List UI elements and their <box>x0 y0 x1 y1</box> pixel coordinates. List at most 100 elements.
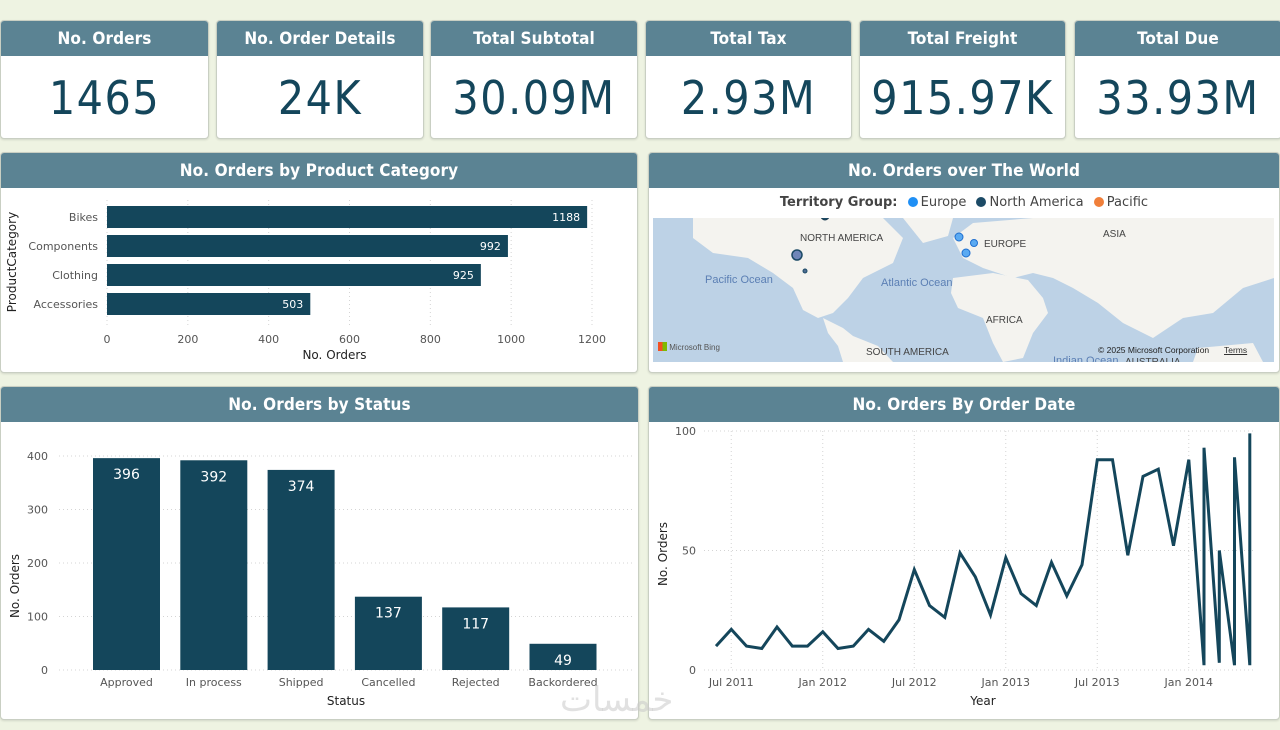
legend-dot-europe-icon <box>907 197 918 207</box>
bar-data-label: 503 <box>282 298 303 311</box>
kpi-value: 1465 <box>48 71 161 125</box>
status-title: No. Orders by Status <box>1 387 638 422</box>
legend-item-north-america[interactable]: North America <box>970 195 1084 210</box>
product-category-title: No. Orders by Product Category <box>1 153 637 188</box>
kpi-title: Total Due <box>1075 21 1280 56</box>
x-tick-label: Approved <box>100 676 153 689</box>
bar-data-label: 49 <box>554 653 572 669</box>
kpi-value: 2.93M <box>680 71 817 125</box>
map-label-africa: AFRICA <box>986 315 1023 326</box>
x-tick-label: Jan 2014 <box>1164 676 1213 689</box>
y-tick-label: 0 <box>41 664 48 677</box>
order-date-chart: 0 50 100 Jul 2011 Jan 2012 Jul 2012 Jan 2013 Ju… <box>656 425 1254 708</box>
kpi-title: Total Subtotal <box>431 21 637 56</box>
kpi-value: 33.93M <box>1096 71 1260 125</box>
map-label-asia: ASIA <box>1103 229 1126 240</box>
bar-data-label: 392 <box>200 469 227 485</box>
land-greenland <box>903 218 953 243</box>
bar-accessories[interactable] <box>107 293 311 315</box>
product-category-card: No. Orders by Product Category 0 200 400 60… <box>0 152 638 373</box>
bar-in-process[interactable] <box>180 460 248 670</box>
bar-data-label: 137 <box>375 606 402 622</box>
kpi-value: 30.09M <box>452 71 616 125</box>
y-tick-label: Clothing <box>52 269 98 282</box>
bar-backordered[interactable] <box>529 643 597 670</box>
x-tick-label: 0 <box>104 333 111 346</box>
x-axis-title: No. Orders <box>302 348 366 362</box>
kpi-card-no-order-details: No. Order Details 24K <box>216 20 424 139</box>
bubble-north-america-canada <box>820 218 830 221</box>
y-tick-label: 400 <box>27 450 48 463</box>
bubble-north-america-west <box>791 249 803 261</box>
bar-data-label: 374 <box>288 479 315 495</box>
orders-line-series[interactable] <box>714 433 1252 666</box>
kpi-value: 915.97K <box>871 71 1054 125</box>
x-tick-label: Jul 2012 <box>891 676 937 689</box>
x-tick-label: In process <box>186 676 242 689</box>
x-tick-label: Jan 2012 <box>798 676 847 689</box>
watermark: خمسات <box>560 680 674 720</box>
map-terms-link[interactable]: Terms <box>1224 345 1248 355</box>
x-tick-label: 800 <box>420 333 441 346</box>
land-australia <box>1193 343 1263 362</box>
bar-components[interactable] <box>107 235 508 257</box>
bar-clothing[interactable] <box>107 264 481 286</box>
bar-shipped[interactable] <box>267 469 335 670</box>
y-tick-label: Bikes <box>69 211 98 224</box>
x-axis-title: Status <box>327 694 365 708</box>
x-tick-label: 1200 <box>578 333 606 346</box>
map-label-north-america: NORTH AMERICA <box>800 233 884 244</box>
y-tick-label: 100 <box>675 425 696 438</box>
x-tick-label: 400 <box>258 333 279 346</box>
land-south-america <box>823 318 893 362</box>
x-tick-label: Cancelled <box>361 676 415 689</box>
bubble-europe-germany <box>970 239 978 247</box>
kpi-title: Total Freight <box>860 21 1065 56</box>
kpi-card-total-tax: Total Tax 2.93M <box>645 20 852 139</box>
microsoft-logo-icon <box>658 342 667 351</box>
legend-item-europe[interactable]: Europe <box>902 195 966 210</box>
kpi-title: Total Tax <box>646 21 851 56</box>
kpi-card-total-subtotal: Total Subtotal 30.09M <box>430 20 638 139</box>
legend-item-pacific[interactable]: Pacific <box>1088 195 1148 210</box>
world-map-card: No. Orders over The World Territory Grou… <box>648 152 1280 373</box>
x-tick-label: 600 <box>339 333 360 346</box>
bar-approved[interactable] <box>93 458 160 670</box>
x-tick-label: Jul 2011 <box>708 676 754 689</box>
x-tick-label: 200 <box>177 333 198 346</box>
map-label-europe: EUROPE <box>984 239 1027 250</box>
kpi-card-total-due: Total Due 33.93M <box>1074 20 1280 139</box>
product-category-chart: 0 200 400 600 800 1000 1200 Bikes 1188 Components… <box>5 200 606 362</box>
kpi-title: No. Order Details <box>217 21 423 56</box>
y-axis-title: No. Orders <box>656 522 670 586</box>
world-map-title: No. Orders over The World <box>649 153 1279 188</box>
y-tick-label: Accessories <box>34 298 99 311</box>
bar-rejected[interactable] <box>442 607 510 670</box>
y-tick-label: 0 <box>689 664 696 677</box>
y-tick-label: 50 <box>682 545 696 558</box>
legend-dot-north-america-icon <box>976 197 987 207</box>
bubble-europe-france <box>961 248 971 258</box>
order-date-title: No. Orders By Order Date <box>649 387 1279 422</box>
bar-data-label: 1188 <box>552 211 580 224</box>
bar-data-label: 925 <box>453 269 474 282</box>
bar-data-label: 992 <box>480 240 501 253</box>
bubble-europe-uk <box>954 232 964 242</box>
map-label-atlantic-ocean: Atlantic Ocean <box>881 277 953 289</box>
bubble-north-america-southwest <box>802 268 808 274</box>
y-tick-label: 100 <box>27 611 48 624</box>
kpi-title: No. Orders <box>1 21 208 56</box>
y-axis-title: ProductCategory <box>5 212 19 312</box>
bar-data-label: 396 <box>113 467 140 483</box>
x-tick-label: Shipped <box>279 676 324 689</box>
world-map[interactable]: NORTH AMERICA EUROPE ASIA AFRICA SOUTH A… <box>653 218 1274 362</box>
map-label-south-america: SOUTH AMERICA <box>866 347 949 358</box>
bar-cancelled[interactable] <box>354 596 422 670</box>
map-label-pacific-ocean: Pacific Ocean <box>705 274 773 286</box>
bar-bikes[interactable] <box>107 206 588 228</box>
x-axis-title: Year <box>969 694 995 708</box>
x-tick-label: Jul 2013 <box>1074 676 1120 689</box>
x-tick-label: Rejected <box>452 676 500 689</box>
x-tick-label: Backordered <box>528 676 597 689</box>
bing-attribution: Microsoft Bing <box>658 342 720 352</box>
